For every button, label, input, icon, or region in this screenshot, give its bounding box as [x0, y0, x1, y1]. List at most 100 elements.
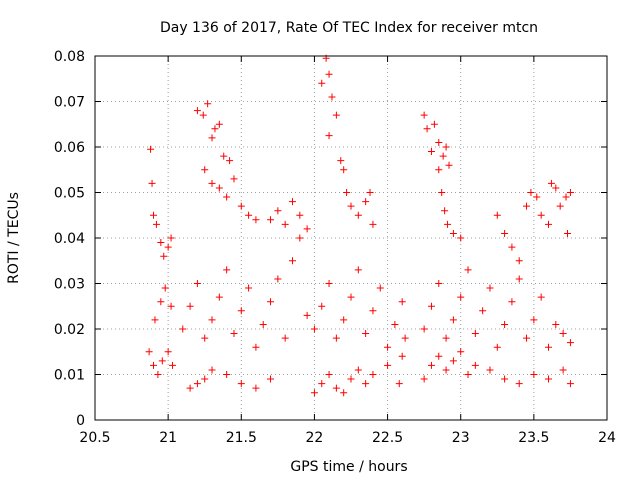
x-tick-labels: 20.5 21 21.5 22 22.5 23 23.5 24 — [79, 430, 616, 446]
y-tick-label: 0 — [76, 413, 85, 429]
data-point — [274, 207, 282, 215]
data-point — [438, 189, 446, 196]
data-point — [523, 202, 531, 210]
data-point — [193, 280, 201, 287]
data-point — [449, 316, 457, 324]
data-point — [186, 302, 194, 310]
data-point — [439, 152, 447, 160]
data-point — [369, 220, 377, 228]
data-point — [252, 216, 260, 224]
data-point — [449, 357, 457, 365]
y-tick-label: 0.07 — [54, 95, 85, 111]
data-point — [230, 330, 238, 338]
data-point — [420, 111, 428, 119]
data-point — [157, 239, 165, 247]
data-point — [354, 266, 362, 274]
x-tick-label: 21.5 — [226, 430, 257, 446]
data-point — [193, 380, 201, 388]
x-tick-label: 23.5 — [518, 430, 549, 446]
data-point — [486, 284, 494, 292]
data-point — [281, 220, 289, 228]
y-tick-labels: 0 0.01 0.02 0.03 0.04 0.05 0.06 0.07 0.08 — [54, 49, 85, 429]
data-point — [471, 330, 479, 338]
data-point — [215, 120, 223, 128]
data-point — [148, 179, 156, 187]
data-point — [559, 330, 567, 338]
data-point — [423, 125, 431, 133]
data-point — [340, 166, 348, 174]
data-point — [479, 307, 487, 315]
data-point — [158, 357, 166, 365]
data-point — [544, 375, 552, 383]
data-point — [154, 371, 162, 378]
data-point — [201, 375, 209, 383]
data-point — [237, 202, 245, 210]
data-point — [564, 229, 572, 237]
data-point — [223, 371, 231, 378]
data-point — [157, 298, 165, 306]
data-point — [486, 366, 494, 374]
x-tick-label: 22 — [306, 430, 324, 446]
data-point — [245, 211, 253, 219]
data-point — [398, 352, 406, 360]
data-point — [441, 207, 449, 215]
data-point — [566, 339, 574, 347]
x-tick-label: 24 — [598, 430, 616, 446]
data-point — [208, 316, 216, 324]
data-point — [444, 220, 452, 228]
data-point — [527, 189, 535, 196]
data-point — [208, 134, 216, 142]
data-point — [471, 361, 479, 369]
data-point — [442, 366, 450, 374]
data-point — [530, 316, 538, 324]
data-point — [199, 111, 207, 119]
data-point — [533, 193, 541, 201]
data-point — [325, 70, 333, 78]
data-points — [145, 54, 574, 397]
data-point — [167, 302, 175, 310]
data-point — [161, 284, 169, 292]
data-point — [186, 384, 194, 392]
data-point — [303, 311, 311, 319]
data-point — [343, 189, 351, 196]
data-point — [457, 234, 465, 242]
data-point — [544, 220, 552, 228]
data-point — [332, 384, 340, 392]
data-point — [501, 320, 509, 328]
data-point — [318, 302, 326, 310]
data-point — [267, 298, 275, 306]
data-point — [245, 284, 253, 292]
data-point — [354, 366, 362, 374]
data-point — [515, 275, 523, 283]
data-point — [296, 211, 304, 219]
data-point — [493, 211, 501, 219]
data-point — [303, 225, 311, 233]
y-tick-label: 0.03 — [54, 277, 85, 293]
data-point — [544, 343, 552, 351]
data-point — [347, 202, 355, 210]
data-point — [281, 334, 289, 342]
data-point — [288, 257, 296, 265]
data-point — [164, 243, 172, 251]
data-point — [259, 320, 267, 328]
x-tick-label: 23 — [452, 430, 470, 446]
data-point — [435, 138, 443, 146]
data-point — [362, 198, 370, 206]
data-point — [340, 316, 348, 324]
data-point — [147, 145, 155, 153]
data-point — [464, 266, 472, 274]
data-point — [152, 220, 160, 228]
data-point — [310, 389, 318, 397]
data-point — [537, 211, 545, 219]
data-point — [252, 343, 260, 351]
data-point — [376, 284, 384, 292]
data-point — [201, 166, 209, 174]
data-point — [430, 120, 438, 128]
data-point — [427, 361, 435, 369]
data-point — [252, 384, 260, 392]
data-point — [223, 193, 231, 201]
data-point — [310, 325, 318, 333]
data-point — [427, 148, 435, 156]
data-point — [493, 343, 501, 351]
